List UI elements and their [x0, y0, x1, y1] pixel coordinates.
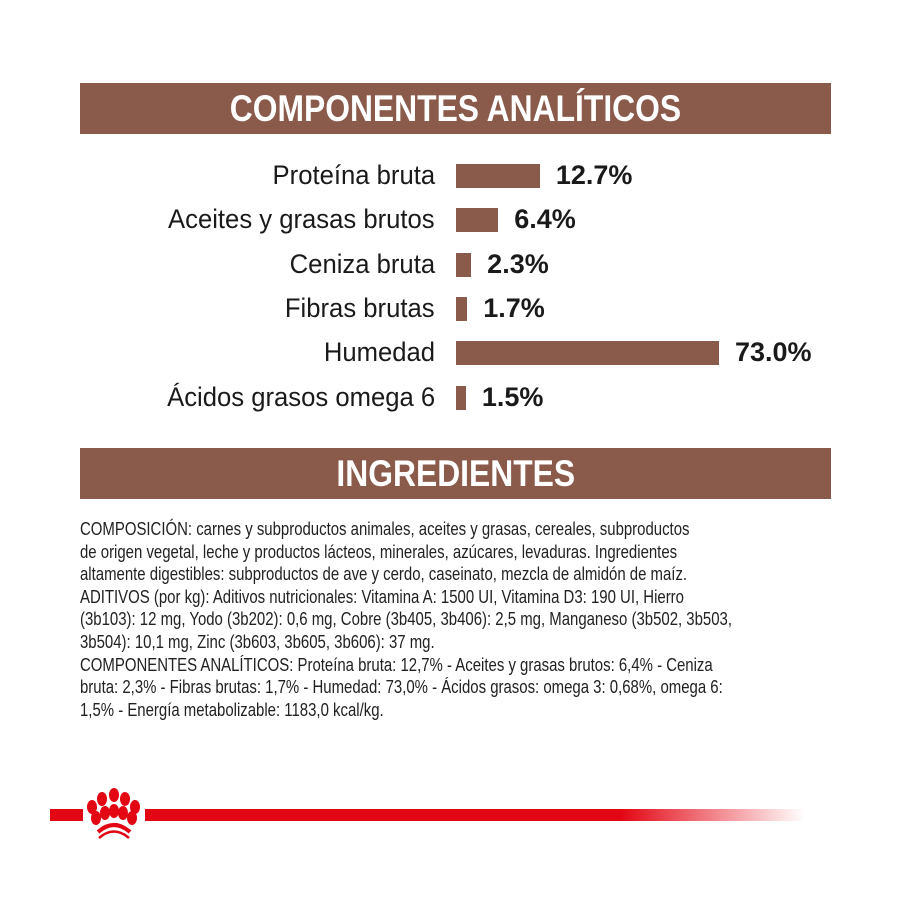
- royal-canin-crown-logo: [50, 788, 805, 839]
- analytics-value: 12.7%: [555, 160, 633, 190]
- analytics-bar: [456, 386, 466, 410]
- analytics-label: Proteína bruta: [272, 160, 435, 190]
- analytics-value: 1.7%: [483, 293, 545, 323]
- analytics-row: Ceniza bruta 2.3%: [0, 243, 900, 287]
- ingredients-line: ADITIVOS (por kg): Aditivos nutricionale…: [80, 586, 684, 607]
- ingredients-line: de origen vegetal, leche y productos lác…: [80, 541, 678, 562]
- analytics-value: 1.5%: [481, 382, 544, 412]
- ingredients-header: INGREDIENTES: [80, 448, 831, 499]
- analytics-label: Fibras brutas: [285, 293, 435, 323]
- analytics-bar: [456, 164, 540, 188]
- analytics-row: Humedad 73.0%: [0, 331, 900, 375]
- ingredients-line: 3b504): 10,1 mg, Zinc (3b603, 3b605, 3b6…: [80, 631, 435, 652]
- ingredients-line: altamente digestibles: subproductos de a…: [80, 564, 688, 585]
- analytics-label: Humedad: [323, 337, 435, 367]
- analytics-bar: [456, 208, 499, 232]
- analytics-title: COMPONENTES ANALÍTICOS: [229, 87, 682, 129]
- analytics-label: Ácidos grasos omega 6: [166, 382, 435, 412]
- analytics-bar: [456, 253, 472, 277]
- ingredients-text: COMPOSICIÓN: carnes y subproductos anima…: [80, 518, 866, 721]
- ingredients-line: COMPOSICIÓN: carnes y subproductos anima…: [80, 519, 690, 539]
- analytics-row: Ácidos grasos omega 6 1.5%: [0, 376, 900, 420]
- footer-brand-line: [0, 780, 900, 850]
- analytics-value: 2.3%: [487, 249, 549, 279]
- ingredients-line: COMPONENTES ANALÍTICOS: Proteína bruta: …: [80, 654, 713, 675]
- ingredients-line: (3b103): 12 mg, Yodo (3b202): 0,6 mg, Co…: [80, 609, 733, 630]
- ingredients-line: 1,5% - Energía metabolizable: 1183,0 kca…: [80, 699, 384, 720]
- analytics-bar: [456, 341, 719, 365]
- analytics-value: 73.0%: [735, 337, 812, 367]
- ingredients-line: bruta: 2,3% - Fibras brutas: 1,7% - Hume…: [80, 677, 723, 698]
- analytics-label: Ceniza bruta: [289, 249, 435, 279]
- analytics-row: Aceites y grasas brutos 6.4%: [0, 198, 900, 242]
- ingredients-title: INGREDIENTES: [336, 452, 575, 494]
- analytics-row: Proteína bruta 12.7%: [0, 154, 900, 198]
- analytics-label: Aceites y grasas brutos: [168, 204, 435, 234]
- analytics-bar: [456, 297, 468, 321]
- analytics-row: Fibras brutas 1.7%: [0, 287, 900, 331]
- analytics-value: 6.4%: [514, 204, 576, 234]
- analytics-header: COMPONENTES ANALÍTICOS: [80, 83, 831, 134]
